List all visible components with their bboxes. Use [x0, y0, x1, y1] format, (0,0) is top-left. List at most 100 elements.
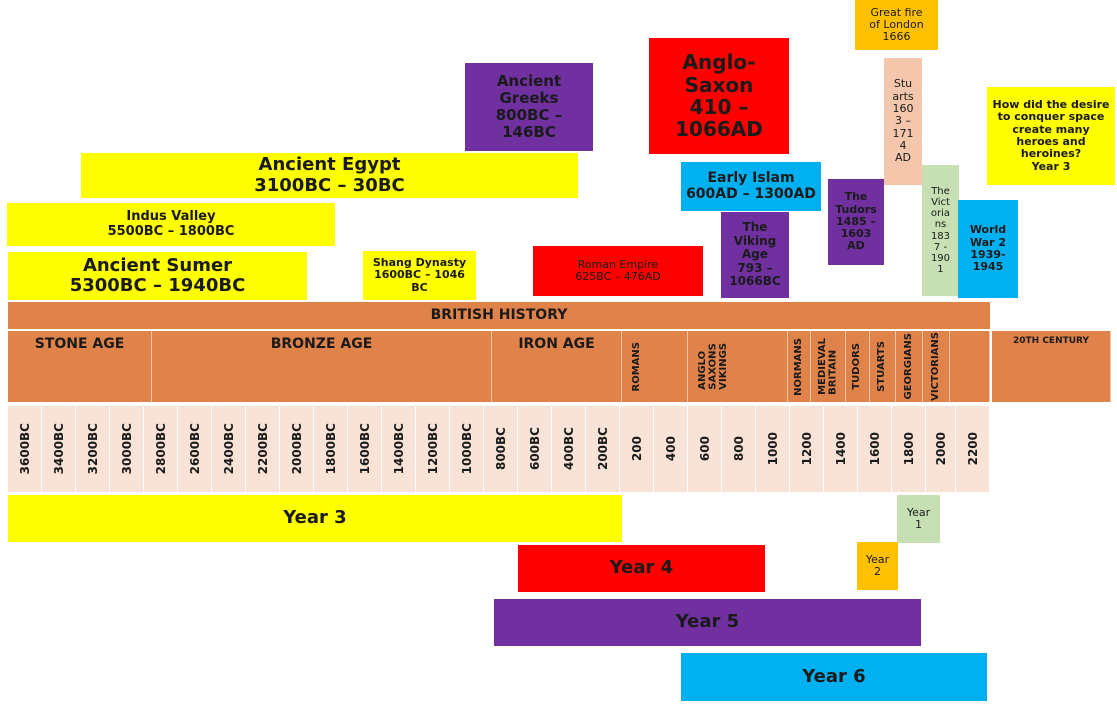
- tick-label: 3400BC: [51, 423, 66, 475]
- stuarts-box: Stu arts 160 3 – 171 4 AD: [884, 58, 922, 185]
- british-history-band: BRITISH HISTORY: [8, 302, 990, 329]
- tick-cell: 2000: [926, 406, 956, 492]
- year-5-bar: Year 5: [494, 599, 921, 646]
- tick-label: 600BC: [527, 427, 542, 471]
- era-iron-age-label: IRON AGE: [518, 336, 595, 352]
- ancient-greeks-box: Ancient Greeks 800BC – 146BC: [465, 63, 593, 151]
- year-6-bar: Year 6: [681, 653, 987, 701]
- era-georgians: GEORGIANS: [896, 331, 923, 402]
- roman-empire-box: Roman Empire 625BC – 476AD: [533, 246, 703, 296]
- tick-label: 3200BC: [85, 423, 100, 475]
- tick-label: 1600: [867, 432, 882, 466]
- era-tudors: TUDORS: [846, 331, 870, 402]
- tick-cell: 2400BC: [212, 406, 246, 492]
- tick-label: 1400BC: [391, 423, 406, 475]
- tick-label: 2400BC: [221, 423, 236, 475]
- tick-cell: 1800: [892, 406, 926, 492]
- era-bronze-age-label: BRONZE AGE: [270, 336, 373, 352]
- tick-label: 400: [663, 436, 678, 462]
- tick-cell: 1200: [790, 406, 824, 492]
- tick-label: 1000BC: [459, 423, 474, 475]
- era-victorians-label: VICTORIANS: [929, 332, 941, 401]
- era-bronze-age: BRONZE AGE: [152, 331, 492, 402]
- tick-label: 1600BC: [357, 423, 372, 475]
- tick-label: 1800BC: [323, 423, 338, 475]
- tick-cell: 1200BC: [416, 406, 450, 492]
- tick-label: 200BC: [595, 427, 610, 471]
- space-question-box: How did the desire to conquer space crea…: [987, 87, 1115, 185]
- era-tudors-label: TUDORS: [851, 343, 863, 390]
- tick-label: 2000BC: [289, 423, 304, 475]
- era-anglo-saxons-vikings-label: ANGLO SAXONS VIKINGS: [697, 343, 729, 390]
- tudors-box: The Tudors 1485 – 1603 AD: [828, 179, 884, 265]
- tick-cell: 2200BC: [246, 406, 280, 492]
- era-stone-age-label: STONE AGE: [34, 336, 125, 352]
- tick-label: 2000: [933, 432, 948, 466]
- tick-cell: 1000BC: [450, 406, 484, 492]
- tick-cell: 2800BC: [144, 406, 178, 492]
- tick-label: 800BC: [493, 427, 508, 471]
- tick-cell: 1600BC: [348, 406, 382, 492]
- world-war-2-box: World War 2 1939- 1945: [958, 200, 1018, 298]
- tick-cell: 3400BC: [42, 406, 76, 492]
- ancient-sumer-box: Ancient Sumer 5300BC – 1940BC: [8, 252, 307, 300]
- year-1-box: Year 1: [897, 495, 940, 543]
- tick-cell: 2200: [956, 406, 990, 492]
- tick-label: 1200BC: [425, 423, 440, 475]
- tick-label: 1800: [901, 432, 916, 466]
- tick-label: 400BC: [561, 427, 576, 471]
- era-stone-age: STONE AGE: [8, 331, 152, 402]
- tick-label: 200: [629, 436, 644, 462]
- tick-cell: 200: [620, 406, 654, 492]
- year-2-box: Year 2: [857, 542, 898, 590]
- tick-label: 1000: [765, 432, 780, 466]
- era-stuarts-label: STUARTS: [876, 341, 888, 392]
- victorians-box: The Vict oria ns 183 7 - 190 1: [922, 165, 959, 296]
- tick-label: 3000BC: [119, 423, 134, 475]
- tick-cell: 3200BC: [76, 406, 110, 492]
- era-romans-label: ROMANS: [631, 341, 642, 392]
- year-3-bar: Year 3: [8, 495, 622, 542]
- tick-label: 800: [731, 436, 746, 462]
- tick-label: 600: [697, 436, 712, 462]
- era-medieval-britain-label: MEDIEVAL BRITAIN: [816, 338, 839, 395]
- tick-cell: 1400BC: [382, 406, 416, 492]
- tick-cell: 600BC: [518, 406, 552, 492]
- shang-dynasty-box: Shang Dynasty 1600BC – 1046 BC: [363, 251, 476, 300]
- early-islam-box: Early Islam 600AD – 1300AD: [681, 162, 821, 211]
- tick-cell: 200BC: [586, 406, 620, 492]
- era-twentieth-century-label: 20TH CENTURY: [1012, 336, 1090, 346]
- era-blank: [950, 331, 990, 402]
- tick-label: 2200: [965, 432, 980, 466]
- viking-age-box: The Viking Age 793 – 1066BC: [721, 212, 789, 298]
- era-anglo-saxons-vikings: ANGLO SAXONS VIKINGS: [688, 331, 788, 402]
- era-twentieth-century: 20TH CENTURY: [992, 331, 1111, 402]
- era-victorians: VICTORIANS: [923, 331, 950, 402]
- tick-cell: 2000BC: [280, 406, 314, 492]
- tick-cell: 400: [654, 406, 688, 492]
- indus-valley-box: Indus Valley 5500BC – 1800BC: [7, 203, 335, 246]
- tick-label: 1400: [833, 432, 848, 466]
- tick-cell: 800: [722, 406, 756, 492]
- tick-cell: 1600: [858, 406, 892, 492]
- era-iron-age: IRON AGE: [492, 331, 622, 402]
- anglo-saxon-box: Anglo- Saxon 410 – 1066AD: [649, 38, 789, 154]
- tick-cell: 800BC: [484, 406, 518, 492]
- era-normans-label: NORMANS: [792, 337, 804, 396]
- tick-cell: 1400: [824, 406, 858, 492]
- tick-label: 3600BC: [17, 423, 32, 475]
- tick-label: 1200: [799, 432, 814, 466]
- era-romans: ROMANS: [622, 331, 688, 402]
- tick-cell: 400BC: [552, 406, 586, 492]
- era-georgians-label: GEORGIANS: [902, 333, 914, 400]
- year-4-bar: Year 4: [518, 545, 765, 592]
- ancient-egypt-box: Ancient Egypt 3100BC – 30BC: [81, 153, 578, 198]
- tick-cell: 2600BC: [178, 406, 212, 492]
- tick-cell: 600: [688, 406, 722, 492]
- great-fire-of-london-box: Great fire of London 1666: [855, 0, 938, 50]
- era-medieval-britain: MEDIEVAL BRITAIN: [811, 331, 846, 402]
- tick-label: 2800BC: [153, 423, 168, 475]
- tick-cell: 3000BC: [110, 406, 144, 492]
- tick-label: 2600BC: [187, 423, 202, 475]
- tick-cell: 1000: [756, 406, 790, 492]
